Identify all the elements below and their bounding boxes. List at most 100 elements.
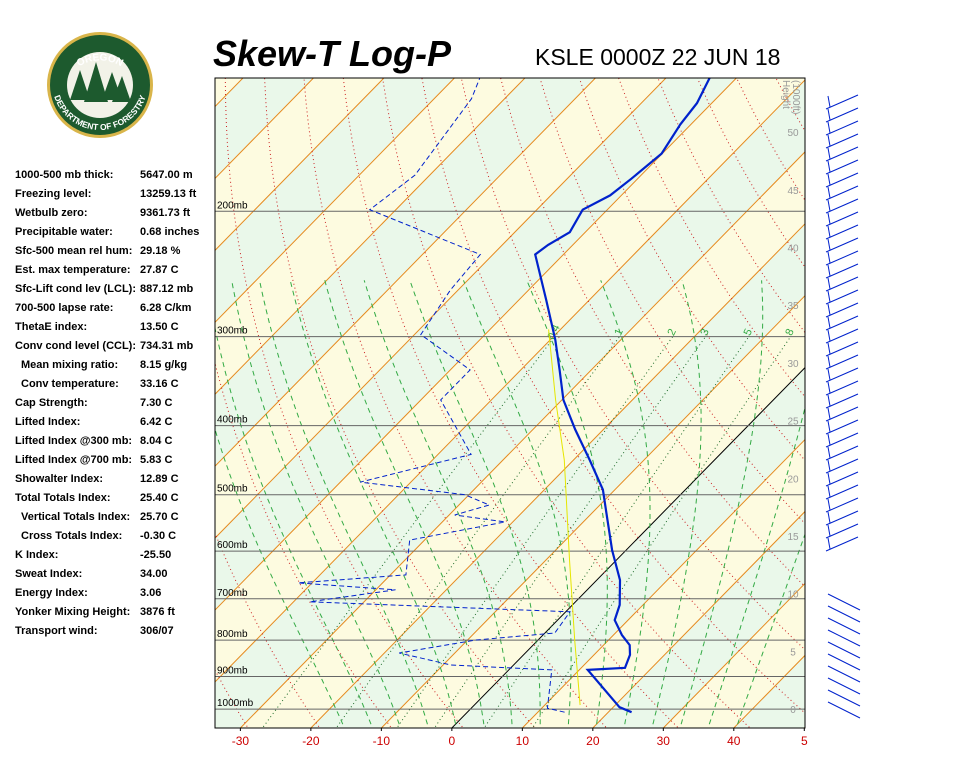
sounding-line — [297, 78, 571, 713]
barb-tick — [827, 316, 831, 329]
barb-staff — [827, 617, 861, 635]
stat-label: Yonker Mixing Height: — [15, 606, 131, 618]
barb-staff — [825, 406, 859, 422]
barb-staff — [827, 665, 861, 683]
height-axis-label: (1000ft) — [790, 80, 801, 114]
dry-adiabat — [894, 78, 960, 730]
logo-top-path: OREGON — [75, 52, 125, 69]
barb-staff — [827, 653, 861, 671]
stat-value: 887.12 mb — [140, 283, 194, 295]
barb-tick — [827, 277, 831, 290]
barb-staff — [825, 237, 859, 253]
barb-staff — [827, 689, 861, 707]
barb-staff — [825, 198, 859, 214]
barb-staff — [825, 263, 859, 279]
stat-label: Sweat Index: — [15, 568, 83, 580]
barb-staff — [827, 629, 861, 647]
logo-top: OREGON — [75, 52, 125, 69]
barb-staff — [825, 510, 859, 526]
stat-value: 306/07 — [140, 625, 174, 637]
stat-label: Est. max temperature: — [15, 264, 131, 276]
pressure-label: 1000mb — [217, 698, 254, 709]
height-label: 10 — [787, 590, 799, 601]
x-tick-label: -20 — [302, 734, 320, 748]
stat-value: 13259.13 ft — [140, 188, 197, 200]
barb-staff — [827, 605, 861, 623]
barb-tick — [827, 173, 831, 186]
pressure-label: 200mb — [217, 200, 248, 211]
moist-adiabat — [289, 280, 457, 725]
moist-adiabat — [231, 280, 400, 725]
chart-title: Skew-T Log-P — [213, 33, 452, 74]
barb-staff — [825, 276, 859, 292]
stat-value: 3876 ft — [140, 606, 175, 618]
stat-label: Freezing level: — [15, 188, 92, 200]
barb-tick — [827, 134, 831, 147]
pressure-label: 900mb — [217, 666, 248, 677]
height-label: 20 — [787, 474, 799, 485]
x-tick-label: 5 — [801, 734, 808, 748]
barb-staff — [825, 432, 859, 448]
stat-value: 5.83 C — [140, 454, 173, 466]
pressure-label: 300mb — [217, 326, 248, 337]
stat-label: ThetaE index: — [15, 321, 88, 333]
barb-staff — [825, 172, 859, 188]
logo: OREGON DEPARTMENT OF FORESTRY — [47, 32, 153, 138]
barb-staff — [825, 185, 859, 201]
barb-staff — [825, 419, 859, 435]
isotherm — [803, 726, 805, 728]
stat-label: Sfc-Lift cond lev (LCL): — [15, 283, 136, 295]
barb-tick — [827, 95, 831, 108]
stat-value: 33.16 C — [140, 378, 179, 390]
barb-tick — [827, 225, 831, 238]
barb-tick — [827, 511, 831, 524]
moist-adiabat — [215, 325, 372, 725]
height-label: 35 — [787, 301, 799, 312]
stat-value: 0.68 inches — [140, 226, 200, 238]
stat-label: Lifted Index: — [15, 416, 81, 428]
barb-staff — [825, 211, 859, 227]
pressure-label: 700mb — [217, 588, 248, 599]
barb-tick — [827, 160, 831, 173]
barb-tick — [827, 199, 831, 212]
height-label: 40 — [787, 244, 799, 255]
barb-tick — [827, 355, 831, 368]
stat-value: 3.06 — [140, 587, 162, 599]
mixing-ratio-label: 8 — [783, 327, 796, 338]
mixing-ratio-label: 5 — [742, 327, 755, 338]
barb-tick — [827, 420, 831, 433]
barb-staff — [825, 445, 859, 461]
stat-label: Showalter Index: — [15, 473, 104, 485]
wind-barbs — [825, 94, 861, 719]
barb-tick — [827, 472, 831, 485]
barb-staff — [825, 224, 859, 240]
isotherm — [521, 438, 805, 728]
barb-staff — [825, 484, 859, 500]
barb-tick — [827, 407, 831, 420]
barb-staff — [825, 159, 859, 175]
barb-staff — [825, 328, 859, 344]
plot-frame — [214, 77, 806, 729]
stat-value: 27.87 C — [140, 264, 179, 276]
isotherm — [310, 223, 805, 728]
isotherm — [451, 366, 805, 728]
pressure-label: 400mb — [217, 415, 248, 426]
barb-staff — [827, 701, 861, 719]
stat-label: Total Totals Index: — [15, 492, 111, 504]
stat-value: 13.50 C — [140, 321, 179, 333]
barb-tick — [827, 121, 831, 134]
pressure-label: 800mb — [217, 629, 248, 640]
mixing-ratio-label: 1 — [612, 327, 625, 338]
stat-value: 29.18 % — [140, 245, 181, 257]
isotherm — [215, 78, 385, 252]
barb-tick — [827, 108, 831, 121]
isotherm — [592, 510, 805, 728]
barb-tick — [827, 485, 831, 498]
height-label: 5 — [790, 647, 796, 658]
height-label: 0 — [790, 705, 796, 716]
barb-staff — [825, 146, 859, 162]
barb-tick — [827, 329, 831, 342]
barb-staff — [825, 393, 859, 409]
barb-staff — [825, 107, 859, 123]
